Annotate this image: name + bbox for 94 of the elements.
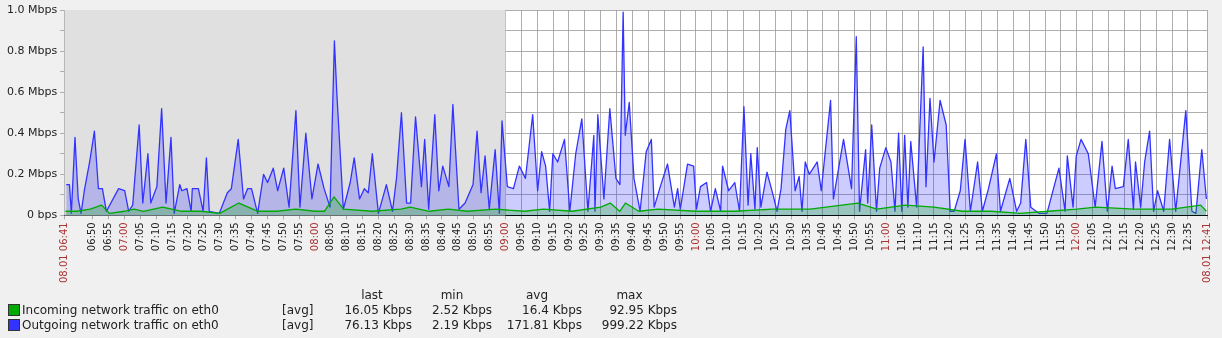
x-tick-label: 11:15 [927, 222, 939, 252]
x-tick-label: 11:40 [1006, 222, 1018, 252]
text: 92.95 Kbps [608, 303, 677, 317]
x-tick-label: 09:10 [530, 222, 542, 252]
x-tick-label: 10:55 [864, 222, 876, 252]
y-tick-label: 0.4 Mbps [6, 126, 58, 140]
y-tick-label: 0 bps [26, 208, 58, 222]
x-tick-label: 07:55 [292, 222, 304, 252]
x-tick-label: 07:05 [133, 222, 145, 252]
x-tick-label: 12:00 [1070, 222, 1082, 252]
x-tick-label: 09:30 [594, 222, 606, 252]
text: 76.13 Kbps [343, 318, 412, 332]
x-tick-label: 09:45 [641, 222, 653, 252]
x-tick-label: 09:15 [546, 222, 558, 252]
x-tick-label: 12:10 [1102, 222, 1114, 252]
text: 2.19 Kbps [431, 318, 492, 332]
text: last [360, 288, 384, 302]
x-tick-label: 10:45 [832, 222, 844, 252]
x-tick-label: 08:15 [356, 222, 368, 252]
x-tick-label: 07:45 [260, 222, 272, 252]
y-tick-label: 0.6 Mbps [6, 85, 58, 99]
x-tick-label: 10:50 [848, 222, 860, 252]
x-tick-label: 09:50 [657, 222, 669, 252]
x-tick-label: 07:00 [118, 222, 130, 252]
x-tick-label: 10:25 [768, 222, 780, 252]
y-tick-label: 0.8 Mbps [6, 43, 58, 57]
x-tick-label: 08:25 [387, 222, 399, 252]
x-tick-label: 09:35 [610, 222, 622, 252]
x-tick-label: 12:15 [1118, 222, 1130, 252]
x-tick-label: 12:05 [1086, 222, 1098, 252]
text: 171.81 Kbps [505, 318, 582, 332]
x-tick-label: 11:35 [991, 222, 1003, 252]
x-tick-label: 12:25 [1149, 222, 1161, 252]
x-tick-label: 07:20 [181, 222, 193, 252]
text: 16.05 Kbps [343, 303, 412, 317]
x-tick-label: 08.01 06:41 [57, 222, 69, 283]
x-tick-label: 07:10 [149, 222, 161, 252]
x-tick-label: 12:30 [1165, 222, 1177, 252]
x-tick-label: 11:10 [911, 222, 923, 252]
x-tick-label: 06:50 [86, 222, 98, 252]
x-tick-label: 07:35 [229, 222, 241, 252]
x-tick-label: 10:00 [689, 222, 701, 252]
x-tick-label: 11:30 [975, 222, 987, 252]
x-tick-label: 10:35 [800, 222, 812, 252]
x-tick-label: 11:50 [1038, 222, 1050, 252]
x-tick-label: 11:00 [879, 222, 891, 252]
legend-label: Outgoing network traffic on eth0 [22, 318, 220, 332]
x-tick-label: 11:25 [959, 222, 971, 252]
text: min [439, 288, 465, 302]
x-tick-label: 09:00 [499, 222, 511, 252]
x-tick-label: 10:05 [705, 222, 717, 252]
text: max [615, 288, 644, 302]
x-tick-label: 07:30 [213, 222, 225, 252]
x-tick-label: 06:55 [102, 222, 114, 252]
x-tick-label: 07:50 [276, 222, 288, 252]
x-tick-label: 09:55 [673, 222, 685, 252]
x-tick-label: 08:10 [340, 222, 352, 252]
y-tick-label: 0.2 Mbps [6, 167, 58, 181]
x-tick-label: 10:15 [737, 222, 749, 252]
x-tick-label: 11:20 [943, 222, 955, 252]
text: 999.22 Kbps [600, 318, 677, 332]
x-tick-label: 08:35 [419, 222, 431, 252]
x-tick-label: 07:25 [197, 222, 209, 252]
x-tick-label: 12:35 [1181, 222, 1193, 252]
x-tick-label: 08.01 12:41 [1200, 222, 1212, 283]
text: 16.4 Kbps [521, 303, 582, 317]
x-tick-label: 08:30 [403, 222, 415, 252]
x-tick-label: 08:05 [324, 222, 336, 252]
x-tick-label: 08:45 [451, 222, 463, 252]
legend-label: Incoming network traffic on eth0 [22, 303, 220, 317]
x-tick-label: 08:40 [435, 222, 447, 252]
x-tick-label: 10:30 [784, 222, 796, 252]
text: [avg] [282, 303, 315, 317]
x-tick-label: 11:55 [1054, 222, 1066, 252]
y-tick-label: 1.0 Mbps [6, 2, 58, 16]
x-tick-label: 08:55 [483, 222, 495, 252]
text: avg [524, 288, 550, 302]
x-tick-label: 11:05 [895, 222, 907, 252]
x-tick-label: 10:10 [721, 222, 733, 252]
x-tick-label: 07:40 [245, 222, 257, 252]
text: [avg] [282, 318, 315, 332]
x-tick-label: 10:20 [752, 222, 764, 252]
text: 2.52 Kbps [431, 303, 492, 317]
x-tick-label: 12:20 [1133, 222, 1145, 252]
x-tick-label: 07:15 [165, 222, 177, 252]
x-tick-label: 09:25 [578, 222, 590, 252]
x-tick-label: 09:40 [626, 222, 638, 252]
x-tick-label: 08:50 [467, 222, 479, 252]
x-tick-label: 11:45 [1022, 222, 1034, 252]
x-tick-label: 08:00 [308, 222, 320, 252]
x-tick-label: 10:40 [816, 222, 828, 252]
x-tick-label: 09:20 [562, 222, 574, 252]
x-tick-label: 09:05 [514, 222, 526, 252]
x-tick-label: 08:20 [372, 222, 384, 252]
